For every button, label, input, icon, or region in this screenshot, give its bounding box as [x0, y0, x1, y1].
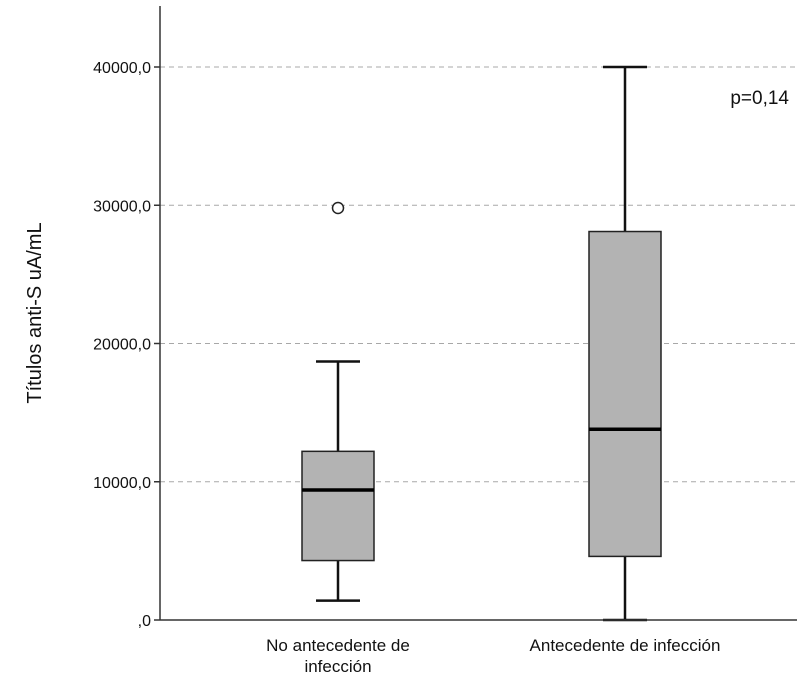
x-category-label: Antecedente de infección — [530, 636, 721, 655]
gridlines — [160, 66, 797, 483]
box-group — [301, 201, 375, 602]
x-category-label: No antecedente de — [266, 636, 410, 655]
y-tick-label: 30000,0 — [93, 198, 151, 215]
boxes — [301, 65, 662, 622]
outlier-point — [331, 201, 345, 215]
y-tick-label: ,0 — [138, 613, 151, 630]
iqr-box — [301, 450, 375, 562]
y-tick-label: 10000,0 — [93, 475, 151, 492]
x-category-label: infección — [304, 657, 371, 676]
y-tick-label: 20000,0 — [93, 337, 151, 354]
box-group — [588, 65, 662, 622]
x-axis-category-labels: No antecedente de infección Antecedente de… — [266, 636, 720, 676]
axes — [159, 6, 797, 621]
y-axis-title: Títulos anti-S uA/mL — [24, 222, 46, 403]
y-axis-ticks: ,0 10000,0 20000,0 30000,0 40000,0 — [93, 60, 160, 630]
p-value-annotation: p=0,14 — [730, 88, 789, 109]
iqr-box — [588, 230, 662, 558]
y-tick-label: 40000,0 — [93, 60, 151, 77]
